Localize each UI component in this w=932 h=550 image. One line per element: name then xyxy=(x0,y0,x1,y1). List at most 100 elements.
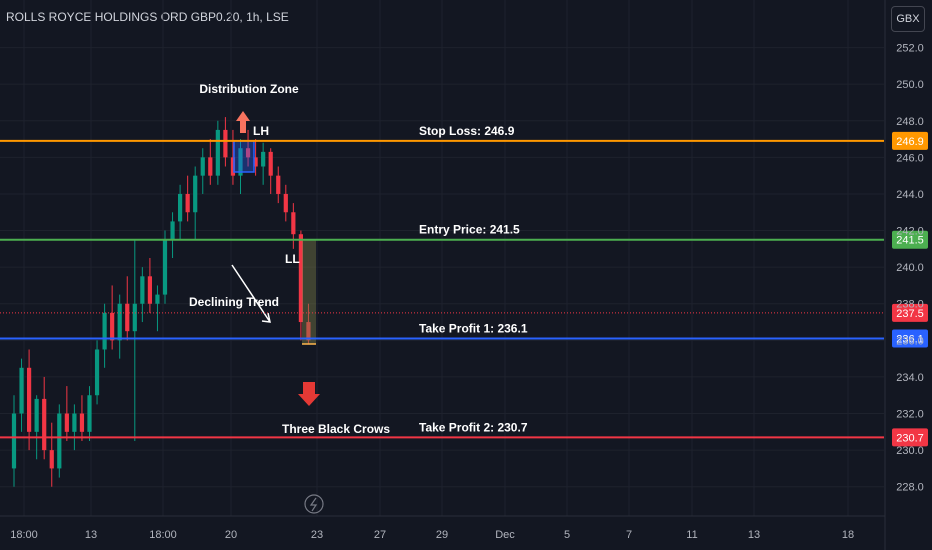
candle-body xyxy=(64,413,69,432)
candle-body xyxy=(140,276,145,304)
candle-body xyxy=(11,413,17,469)
candle-body xyxy=(268,151,273,176)
time-tick-label: 18:00 xyxy=(10,529,38,541)
annotation-distribution-zone: Distribution Zone xyxy=(199,82,299,96)
candle-body xyxy=(306,322,311,341)
candle-body xyxy=(253,157,258,167)
price-tick-label: 228.0 xyxy=(896,482,924,494)
candle-body xyxy=(79,413,85,432)
candle-body xyxy=(132,303,137,332)
level-label-stop_loss: Stop Loss: 246.9 xyxy=(419,124,515,138)
candle-body xyxy=(102,312,107,350)
grid xyxy=(0,0,884,516)
candle-body xyxy=(162,239,168,295)
price-axis: 228.0 230.0 232.0 234.0 236.0 238.0 240.0 242.0… xyxy=(884,0,924,550)
candle-body xyxy=(261,151,266,167)
time-tick-label: 7 xyxy=(626,529,632,541)
time-tick-label: 5 xyxy=(564,529,570,541)
three-crows-box xyxy=(302,239,316,344)
candle-body xyxy=(110,312,115,341)
candle-body xyxy=(57,413,62,469)
price-tick-label: 248.0 xyxy=(896,116,924,128)
candle-body xyxy=(276,175,281,194)
candle-body xyxy=(87,395,92,432)
level-badge-entry xyxy=(892,230,928,249)
last-price-badge-text: 237.5 xyxy=(896,308,924,320)
drawings: Distribution Zone LH LL Declining Trend Thre… xyxy=(189,82,390,514)
price-tick-label: 230.0 xyxy=(896,445,924,457)
time-tick-label: Dec xyxy=(495,529,515,541)
candle-body xyxy=(155,294,160,304)
level-badge-stop_loss xyxy=(892,131,928,150)
price-tick-label: 232.0 xyxy=(896,409,924,421)
annotation-declining-trend: Declining Trend xyxy=(189,295,279,309)
trend-arrow-icon xyxy=(261,312,271,323)
price-tick-label: 238.0 xyxy=(896,299,924,311)
candle-body xyxy=(94,349,100,396)
candle-body xyxy=(178,193,183,222)
currency-button[interactable]: GBX xyxy=(891,6,925,32)
level-badge-take_profit_2 xyxy=(892,428,928,447)
annotation-lh: LH xyxy=(253,124,269,138)
price-tick-label: 236.0 xyxy=(896,335,924,347)
time-tick-label: 27 xyxy=(374,529,386,541)
candle-body xyxy=(147,276,152,304)
candle-body xyxy=(200,157,205,176)
last-price-badge xyxy=(892,303,928,322)
lightning-icon-bolt xyxy=(309,497,318,512)
symbol-title: ROLLS ROYCE HOLDINGS ORD GBP0.20, 1h, LS… xyxy=(6,10,289,24)
candle-body xyxy=(27,367,32,432)
lightning-icon xyxy=(304,494,324,514)
up-arrow-icon xyxy=(236,111,250,133)
price-tick-label: 234.0 xyxy=(896,372,924,384)
candle-body xyxy=(72,413,77,432)
price-tick-label: 250.0 xyxy=(896,79,924,91)
candle-body xyxy=(193,175,198,213)
time-tick-label: 20 xyxy=(225,529,237,541)
candle-body xyxy=(117,303,122,341)
level-badge-text-stop_loss: 246.9 xyxy=(896,136,924,148)
candle-body xyxy=(230,157,236,176)
price-levels: 237.5 Stop Loss: 246.9 246.9 Entry Price: 2… xyxy=(0,124,928,447)
level-badge-text-take_profit_1: 236.1 xyxy=(896,334,924,346)
time-tick-label: 13 xyxy=(748,529,760,541)
time-tick-label: 29 xyxy=(436,529,448,541)
annotation-three-black-crows: Three Black Crows xyxy=(282,422,390,436)
time-tick-label: 23 xyxy=(311,529,323,541)
distribution-box xyxy=(233,140,255,173)
candle-body xyxy=(208,157,213,176)
time-tick-label: 11 xyxy=(686,529,697,541)
candle-body xyxy=(215,129,220,176)
candle-body xyxy=(238,148,243,176)
time-tick-label: 18:00 xyxy=(149,529,177,541)
candle-body xyxy=(283,193,288,213)
level-badge-text-entry: 241.5 xyxy=(896,235,924,247)
candle-body xyxy=(223,129,228,158)
candle-body xyxy=(19,367,24,414)
candle-body xyxy=(125,303,130,332)
candle-body xyxy=(245,148,251,158)
time-axis: 18:00 13 18:00 20 23 27 29 Dec 5 7 11 13 18 xyxy=(0,515,885,541)
candle-body xyxy=(42,398,47,451)
time-tick-label: 18 xyxy=(842,529,854,541)
level-label-take_profit_1: Take Profit 1: 236.1 xyxy=(419,322,528,336)
price-tick-label: 242.0 xyxy=(896,226,924,238)
candle-body xyxy=(185,193,190,213)
level-badge-text-take_profit_2: 230.7 xyxy=(896,432,924,444)
price-tick-label: 252.0 xyxy=(896,43,924,55)
price-tick-label: 244.0 xyxy=(896,189,924,201)
level-badge-take_profit_1 xyxy=(892,329,928,348)
candle-body xyxy=(49,450,54,469)
price-tick-label: 240.0 xyxy=(896,262,924,274)
candle-body xyxy=(291,212,296,235)
candle-body xyxy=(298,234,303,323)
time-tick-label: 13 xyxy=(85,529,97,541)
trend-arrow-line xyxy=(231,264,271,323)
down-arrow-icon xyxy=(298,382,320,406)
candle-body xyxy=(170,221,175,240)
level-label-entry: Entry Price: 241.5 xyxy=(419,223,520,237)
candles xyxy=(11,117,311,487)
annotation-ll: LL xyxy=(285,252,300,266)
